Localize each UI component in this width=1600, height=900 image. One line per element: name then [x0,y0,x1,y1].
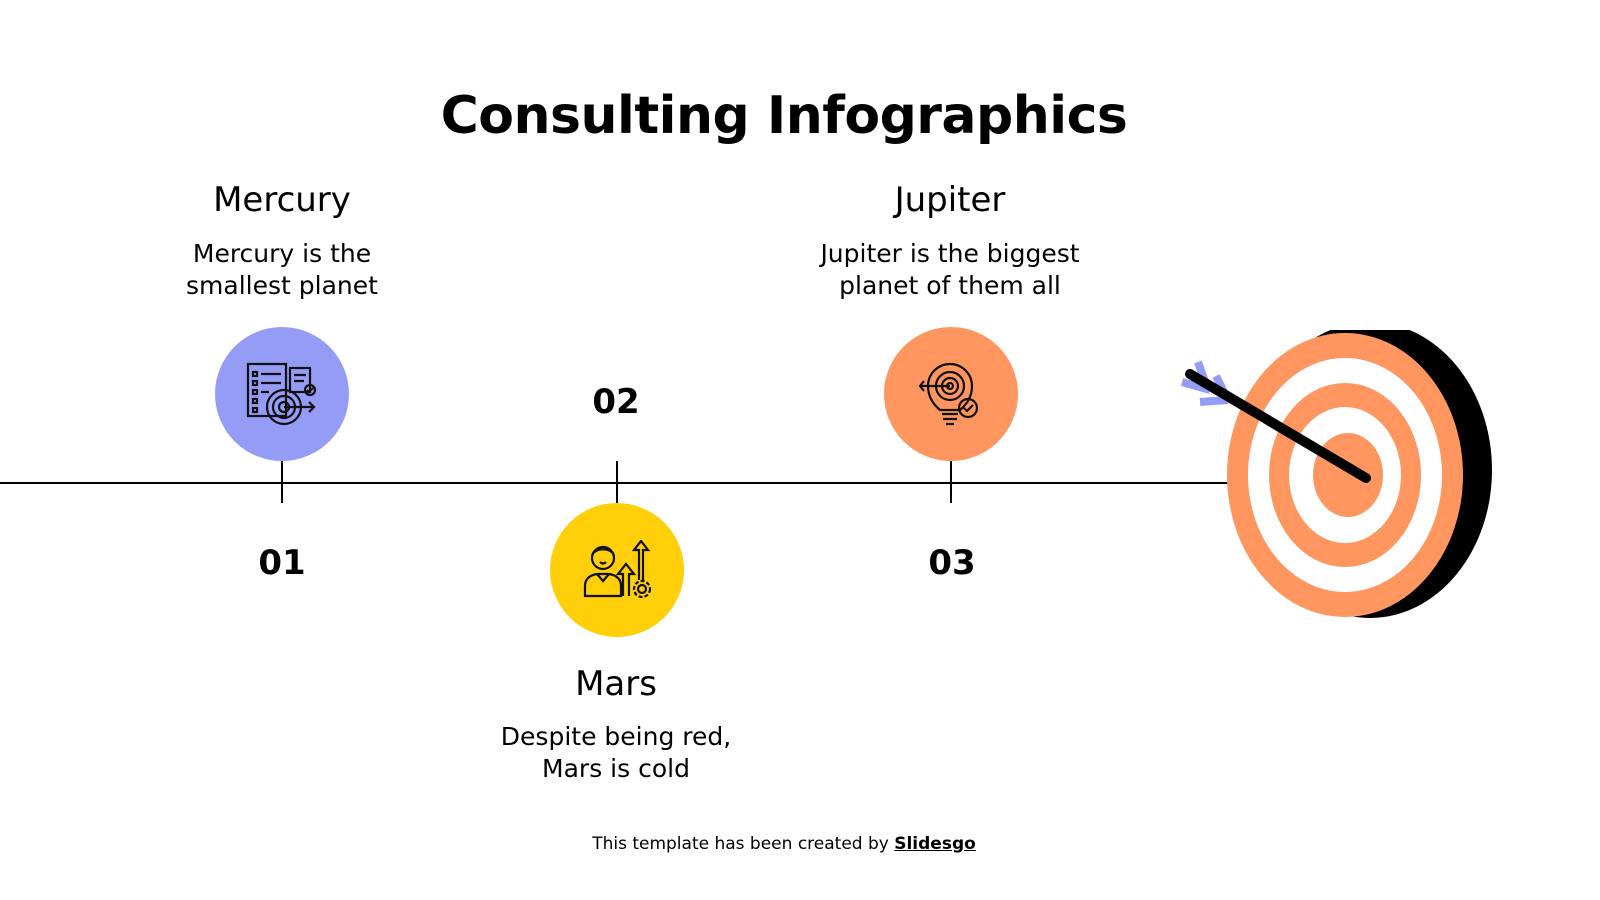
step-icon-circle [884,327,1018,461]
footer-text: This template has been created by [592,834,895,854]
step-heading: Jupiter [894,180,1006,220]
step-icon-circle [550,503,684,637]
goal-checklist-icon [246,362,317,426]
target-bullseye [1313,433,1383,517]
description-line: Mercury is the [192,239,372,268]
step-number: 01 [258,543,306,583]
step-heading: Mercury [213,180,351,220]
description-line: planet of them all [839,271,1061,300]
consultant-growth-icon [583,540,652,599]
description-line: smallest planet [186,271,378,300]
step-number: 02 [592,382,640,422]
target-arrow-icon [1180,330,1492,618]
step-description: Despite being red, Mars is cold [436,721,796,785]
step-description: Mercury is the smallest planet [102,238,462,302]
timeline-line [0,482,1340,484]
page-title: Consulting Infographics [440,86,1128,146]
description-line: Despite being red, [500,722,732,751]
step-description: Jupiter is the biggest planet of them all [770,238,1130,302]
step-heading: Mars [575,664,657,704]
slidesgo-link[interactable]: Slidesgo [894,834,976,854]
arrow-shaft [1185,369,1371,483]
description-line: Mars is cold [542,754,690,783]
timeline-tick-01 [281,461,283,503]
timeline-tick-03 [950,461,952,503]
footer-credit: This template has been created by Slides… [0,834,1568,854]
idea-target-bulb-icon [918,362,979,426]
step-icon-circle [215,327,349,461]
description-line: Jupiter is the biggest [820,239,1080,268]
timeline-tick-02 [616,461,618,503]
step-number: 03 [928,543,976,583]
